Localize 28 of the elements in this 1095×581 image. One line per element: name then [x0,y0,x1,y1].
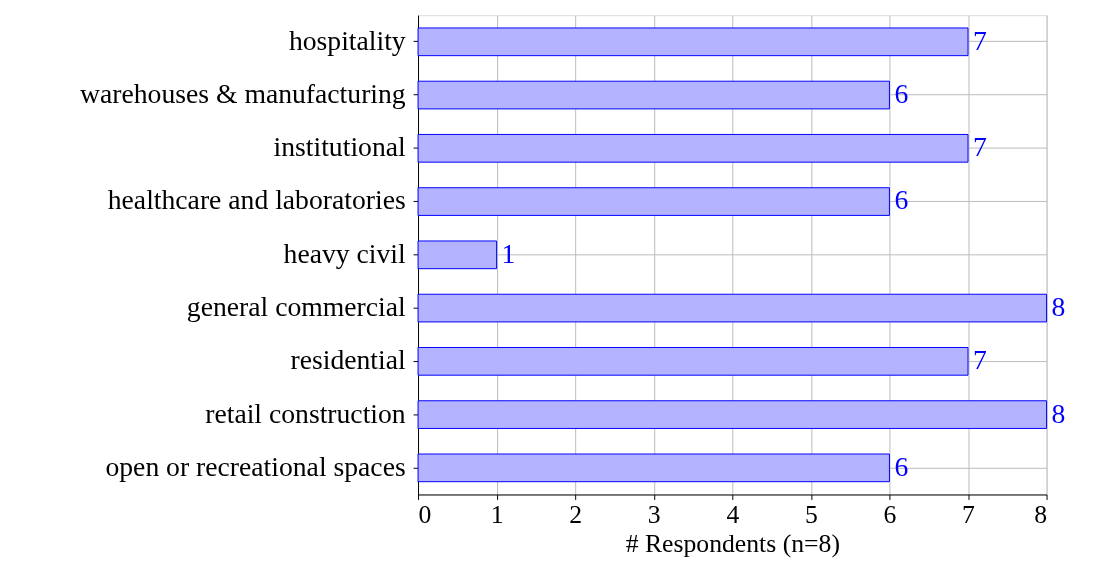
x-tick-label: 3 [647,499,661,529]
data-label: 6 [894,450,909,482]
data-label: 7 [972,24,987,56]
y-tick-label: general commercial [186,290,406,322]
data-label: 6 [894,184,909,216]
y-tick-label: healthcare and laboratories [107,184,406,216]
y-tick-label: retail construction [205,397,406,429]
y-tick-label: hospitality [288,24,406,56]
data-label: 7 [972,344,987,376]
data-label: 1 [501,237,516,269]
y-tick-label: heavy civil [283,237,406,269]
data-label: 8 [1051,397,1066,429]
x-tick-label: 7 [962,499,976,529]
x-tick-label: 1 [490,499,504,529]
y-tick-label: open or recreational spaces [105,450,406,482]
y-tick-label: warehouses & manufacturing [80,77,406,109]
data-label: 6 [894,77,909,109]
x-tick-label: 6 [883,499,897,529]
x-tick-label: 4 [726,499,740,529]
y-tick-label: institutional [273,131,406,163]
x-tick-label: 8 [1034,499,1048,529]
data-label: 8 [1051,290,1066,322]
x-tick-label: 5 [804,499,818,529]
data-label: 7 [972,131,987,163]
y-tick-label: residential [290,344,406,376]
x-tick-label: 0 [418,499,432,529]
x-tick-label: 2 [569,499,583,529]
x-axis-title: # Respondents (n=8) [625,529,840,559]
